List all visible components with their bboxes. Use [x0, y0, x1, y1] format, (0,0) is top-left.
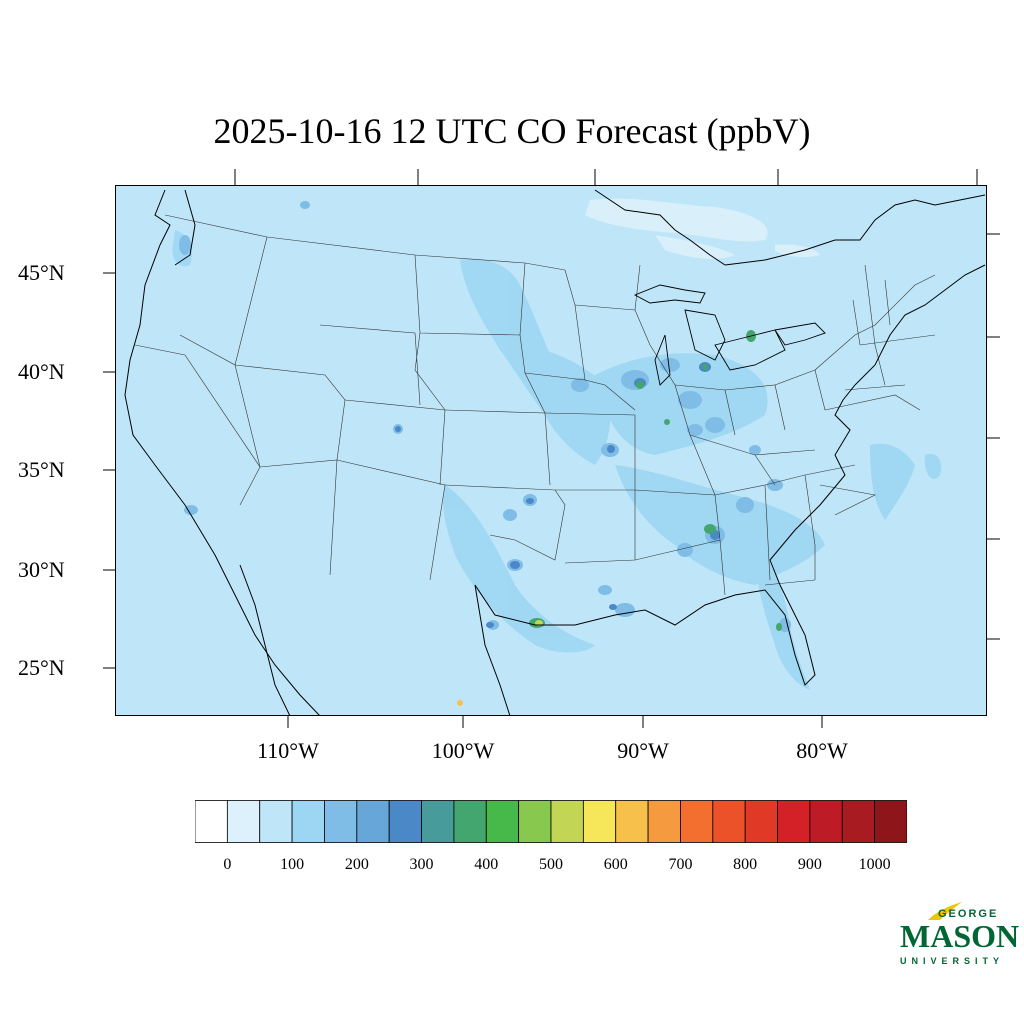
colorbar-tick-label: 900	[797, 856, 822, 873]
colorbar-tick-label: 500	[539, 856, 563, 873]
gmu-logo: GEORGE MASON UNIVERSITY	[896, 898, 1019, 968]
colorbar-swatch	[421, 800, 455, 843]
colorbar-swatch	[259, 800, 293, 843]
colorbar-tick-label: 300	[409, 856, 434, 873]
colorbar-swatch	[388, 800, 422, 843]
colorbar-swatch	[712, 800, 746, 843]
colorbar-swatch	[453, 800, 487, 843]
lon-label-110w: 110°W	[257, 738, 319, 763]
map-canvas	[115, 185, 987, 716]
lat-label-25: 25°N	[18, 655, 65, 680]
colorbar-tick-label: 800	[733, 856, 758, 873]
colorbar-swatch	[777, 800, 811, 843]
colorbar-tick-label: 0	[223, 856, 232, 873]
colorbar-tick-label: 600	[603, 856, 628, 873]
lon-label-100w: 100°W	[431, 738, 495, 763]
colorbar-tick-label: 200	[344, 856, 369, 873]
colorbar-swatch	[809, 800, 843, 843]
colorbar-swatch	[518, 800, 552, 843]
colorbar-swatch	[550, 800, 584, 843]
colorbar-swatch	[226, 800, 261, 843]
map-title: 2025-10-16 12 UTC CO Forecast (ppbV)	[213, 111, 811, 151]
logo-flame-icon	[928, 902, 962, 920]
colorbar-swatch	[615, 800, 649, 843]
colorbar-swatch	[744, 800, 778, 843]
colorbar-swatch	[195, 800, 228, 843]
colorbar-swatch	[291, 800, 325, 843]
co-forecast-map	[115, 185, 987, 716]
colorbar-tick-label: 700	[668, 856, 693, 873]
colorbar-tick-label: 100	[280, 856, 305, 873]
colorbar-tick-label: 1000	[858, 856, 891, 873]
lat-label-30: 30°N	[18, 557, 65, 582]
colorbar	[195, 800, 907, 843]
lat-label-45: 45°N	[18, 260, 65, 285]
lon-label-80w: 80°W	[796, 738, 848, 763]
logo-university: UNIVERSITY	[900, 956, 1005, 966]
lat-label-35: 35°N	[18, 457, 65, 482]
colorbar-swatch	[485, 800, 520, 843]
colorbar-tick-label: 400	[474, 856, 499, 873]
colorbar-swatch	[680, 800, 714, 843]
colorbar-swatch	[874, 800, 907, 843]
colorbar-swatch	[582, 800, 617, 843]
monterrey-spot	[457, 700, 463, 706]
logo-mason: MASON	[900, 918, 1020, 954]
colorbar-swatch	[356, 800, 390, 843]
logo-george: GEORGE	[938, 908, 999, 920]
lat-label-40: 40°N	[18, 359, 65, 384]
colorbar-swatch	[324, 800, 358, 843]
colorbar-swatch	[647, 800, 681, 843]
colorbar-swatch	[841, 800, 876, 843]
lon-label-90w: 90°W	[617, 738, 669, 763]
